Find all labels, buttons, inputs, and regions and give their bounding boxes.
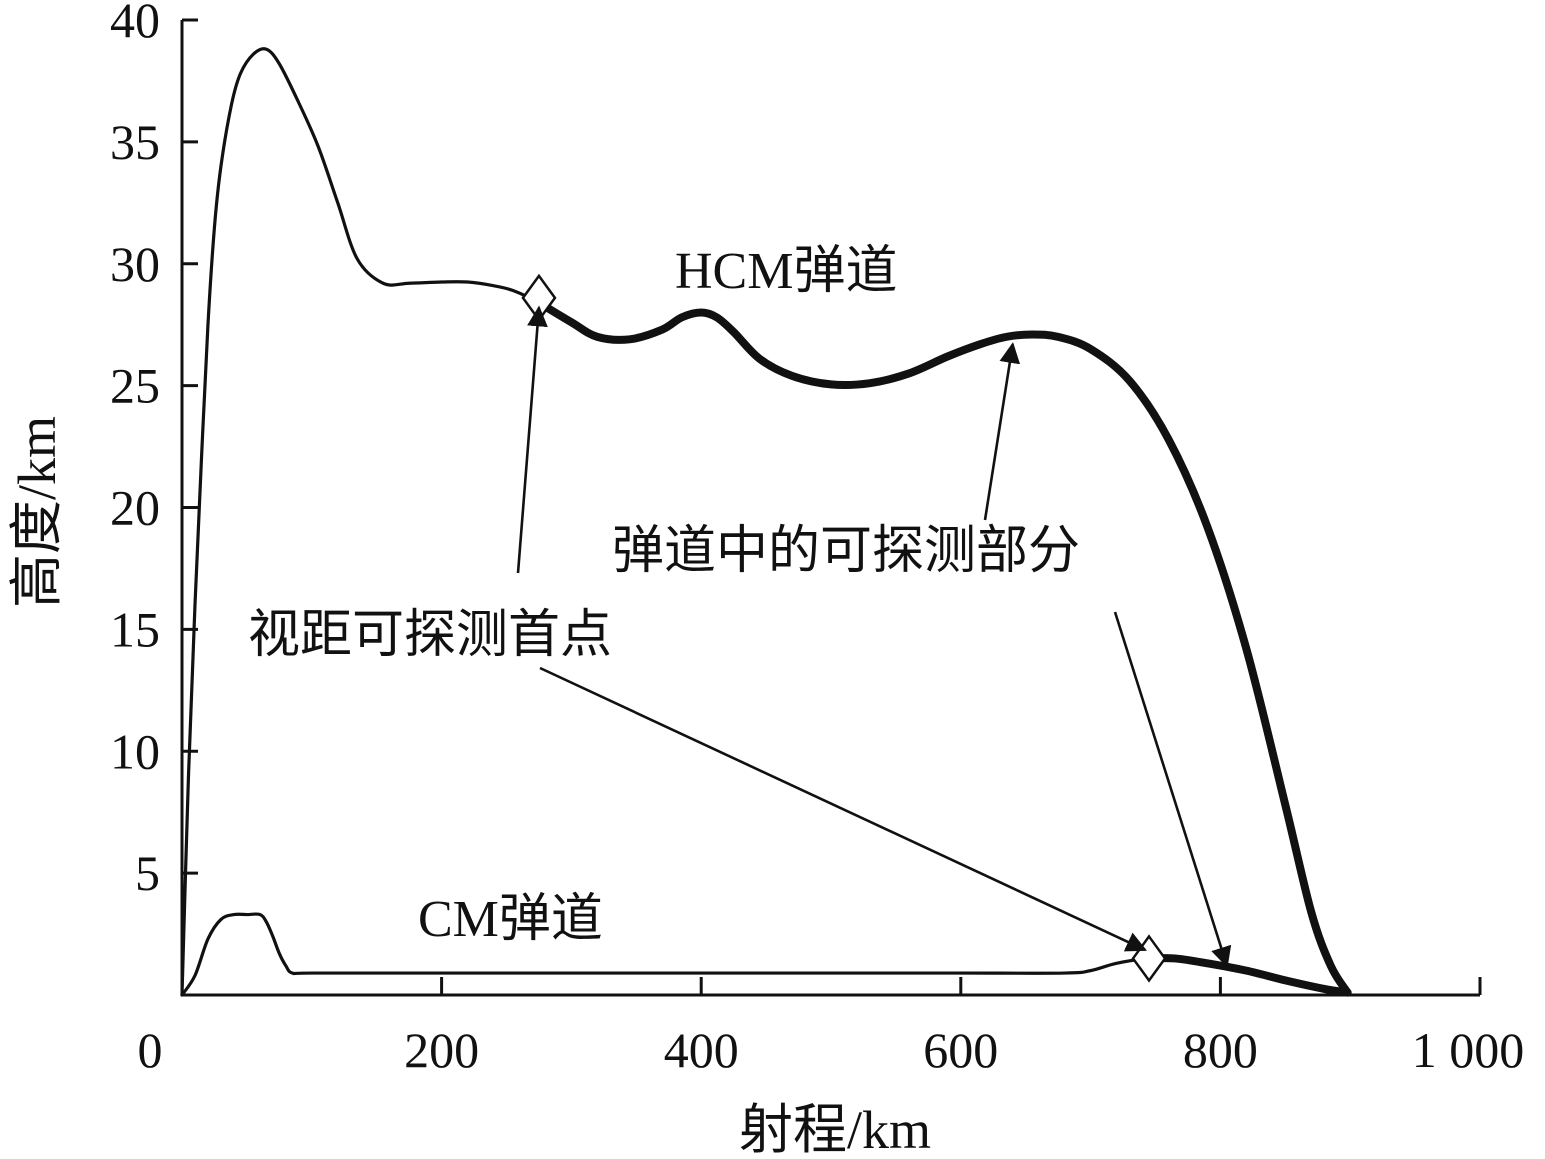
arrow-to-hcm-first-point [516,305,548,574]
y-tick-label: 25 [110,358,160,414]
arrow-to-cm-detectable-part [1113,611,1232,968]
y-tick-label: 5 [135,845,160,901]
x-tick-label: 1 000 [1412,1022,1525,1078]
first-detectable-point-label: 视距可探测首点 [248,607,612,664]
y-tick-label: 20 [110,480,160,536]
y-tick-label: 40 [110,0,160,48]
x-tick-label: 400 [664,1022,739,1078]
y-tick-label: 35 [110,114,160,170]
hcm-detectable-segment [534,298,1352,997]
hcm-trajectory-label: HCM弹道 [675,243,897,300]
y-axis-title: 高度/km [7,416,67,608]
detectable-part-label: 弹道中的可探测部分 [612,523,1080,580]
x-tick-label: 0 [138,1022,163,1078]
cm-detectable-segment [1145,954,1352,997]
cm-first-detectable-marker [1131,934,1167,983]
y-tick-label: 15 [110,601,160,657]
x-tick-label: 600 [923,1022,998,1078]
y-tick-label: 30 [110,236,160,292]
label-layer: 0 200 400 600 800 1 000 5 10 15 20 25 30 35 40 射程/km 高度… [7,0,1524,1159]
hcm-trajectory-line [180,47,1350,997]
series-layer [180,47,1352,997]
arrow-to-hcm-detectable-part [983,342,1021,521]
y-tick-label: 10 [110,723,160,779]
x-tick-label: 800 [1183,1022,1258,1078]
x-axis-title: 射程/km [739,1100,931,1159]
cm-trajectory-label: CM弹道 [418,891,603,948]
axes [180,18,1482,997]
annotation-layer [516,305,1232,968]
x-tick-label: 200 [404,1022,479,1078]
arrow-to-cm-first-point [539,666,1148,952]
